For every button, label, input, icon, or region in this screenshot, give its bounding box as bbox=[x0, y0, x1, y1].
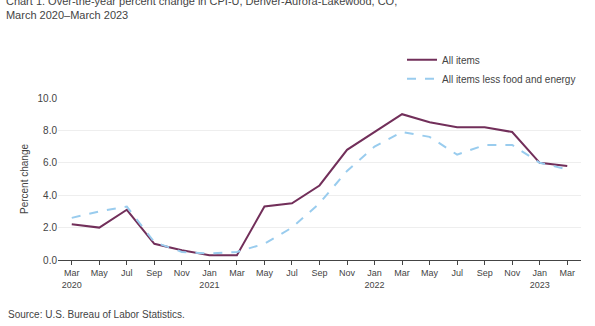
svg-text:0.0: 0.0 bbox=[43, 255, 57, 266]
svg-text:Sep: Sep bbox=[311, 268, 327, 278]
svg-text:Mar: Mar bbox=[559, 268, 575, 278]
svg-text:Jan2023: Jan2023 bbox=[530, 268, 550, 290]
svg-text:Mar2020: Mar2020 bbox=[62, 268, 82, 290]
svg-text:Jul: Jul bbox=[121, 268, 133, 278]
svg-text:Mar: Mar bbox=[394, 268, 410, 278]
svg-text:Jul: Jul bbox=[286, 268, 298, 278]
svg-text:6.0: 6.0 bbox=[43, 157, 57, 168]
svg-text:All items: All items bbox=[442, 55, 480, 66]
svg-text:May: May bbox=[91, 268, 109, 278]
svg-text:Jan2021: Jan2021 bbox=[199, 268, 219, 290]
svg-text:Percent change: Percent change bbox=[19, 144, 30, 214]
svg-text:Sep: Sep bbox=[146, 268, 162, 278]
svg-text:Source: U.S. Bureau of Labor S: Source: U.S. Bureau of Labor Statistics. bbox=[8, 309, 185, 320]
svg-text:2.0: 2.0 bbox=[43, 222, 57, 233]
svg-text:May: May bbox=[256, 268, 274, 278]
svg-text:8.0: 8.0 bbox=[43, 125, 57, 136]
svg-text:All items less food and energy: All items less food and energy bbox=[442, 74, 575, 85]
svg-text:10.0: 10.0 bbox=[38, 93, 58, 104]
svg-text:Sep: Sep bbox=[477, 268, 493, 278]
svg-text:Mar: Mar bbox=[229, 268, 245, 278]
svg-text:Nov: Nov bbox=[504, 268, 521, 278]
svg-text:May: May bbox=[421, 268, 439, 278]
svg-text:Jul: Jul bbox=[451, 268, 463, 278]
svg-text:4.0: 4.0 bbox=[43, 190, 57, 201]
svg-text:Nov: Nov bbox=[174, 268, 191, 278]
svg-text:Jan2022: Jan2022 bbox=[365, 268, 385, 290]
svg-text:Nov: Nov bbox=[339, 268, 356, 278]
svg-text:Chart 1. Over-the-year percent: Chart 1. Over-the-year percent change in… bbox=[6, 0, 397, 21]
